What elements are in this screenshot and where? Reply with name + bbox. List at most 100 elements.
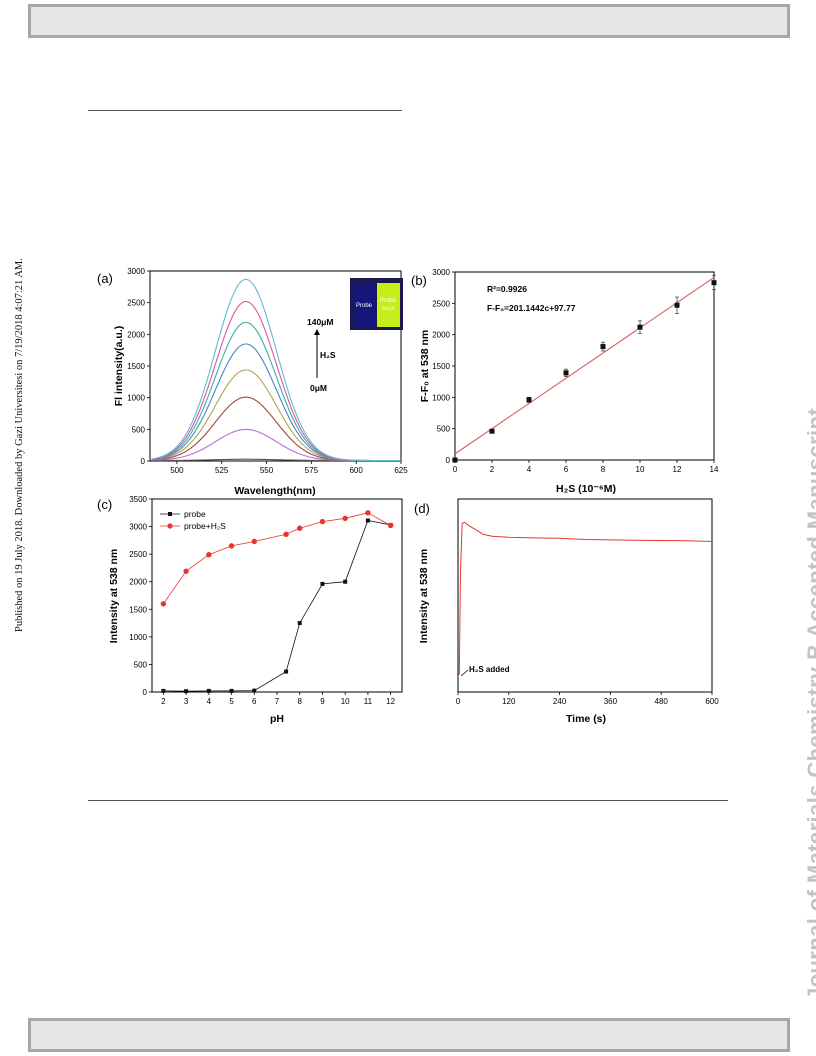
y-tick-label-c: 1000: [129, 633, 147, 642]
y-tick-label-c: 3500: [129, 495, 147, 504]
y-tick-label-b: 500: [437, 425, 451, 434]
x-tick-label-b: 8: [601, 465, 606, 474]
y-tick-label-b: 3000: [432, 268, 450, 277]
data-point: [489, 428, 495, 434]
y-tick-label-c: 2000: [129, 578, 147, 587]
footer-bar: [28, 1018, 790, 1052]
data-point: [600, 344, 606, 350]
annot-d-label: H₂S added: [469, 665, 510, 674]
annot-a-mid: H₂S: [320, 350, 336, 360]
y-tick-label-c: 3000: [129, 523, 147, 532]
x-tick-label-d: 0: [456, 697, 461, 706]
plot-frame-d: [457, 498, 713, 693]
header-bar: [28, 4, 790, 38]
data-point: [674, 302, 680, 308]
fit-line: [454, 276, 715, 455]
data-point-probe-h2s: [228, 543, 235, 549]
ylabel-d: Intensity at 538 nm: [418, 549, 430, 644]
panel-label-b: (b): [411, 273, 427, 288]
x-tick-label-a: 550: [260, 466, 274, 475]
caption-rule: [88, 800, 728, 801]
annot-a-arrow-head: [314, 329, 320, 335]
inset-label-h2s: +H₂S: [382, 306, 395, 312]
y-tick-label-b: 1000: [432, 393, 450, 402]
y-tick-label-a: 1500: [127, 362, 145, 371]
y-tick-label-a: 0: [141, 457, 146, 466]
y-tick-label-a: 2500: [127, 299, 145, 308]
data-point-probe-h2s: [297, 525, 303, 531]
y-tick-label-a: 1000: [127, 394, 145, 403]
annot-b-equation: F-F₀=201.1442c+97.77: [487, 303, 576, 313]
legend-marker-probe-h2s: [167, 523, 173, 529]
ylabel-b: F-F₀ at 538 nm: [419, 330, 431, 402]
data-point-probe: [343, 579, 348, 584]
x-tick-label-b: 6: [564, 465, 569, 474]
data-point-probe: [206, 688, 211, 693]
data-point-probe: [252, 688, 257, 693]
data-point-probe: [320, 581, 325, 586]
series-line-probe: [163, 520, 391, 692]
data-point: [711, 280, 717, 286]
data-point: [526, 397, 532, 403]
data-point: [563, 370, 569, 376]
x-tick-label-c: 3: [184, 697, 189, 706]
data-point-probe-h2s: [283, 531, 289, 537]
x-tick-label-c: 7: [275, 697, 280, 706]
data-point-probe-h2s: [365, 510, 371, 516]
x-tick-label-c: 6: [252, 697, 257, 706]
x-tick-label-a: 525: [215, 466, 229, 475]
y-tick-label-b: 2000: [432, 331, 450, 340]
inset-vial-probe: [353, 283, 375, 327]
inset-photo: Probe Probe +H₂S: [350, 278, 403, 330]
xlabel-b: H₂S (10⁻⁶M): [556, 483, 616, 495]
y-tick-label-a: 2000: [127, 330, 145, 339]
inset-label-probe: Probe: [356, 303, 373, 309]
data-point-probe-h2s: [183, 568, 189, 574]
x-tick-label-b: 2: [490, 465, 495, 474]
x-tick-label-c: 4: [207, 697, 212, 706]
panel-label-a: (a): [97, 271, 113, 286]
data-point-probe-h2s: [387, 522, 394, 529]
spectrum-line-7: [151, 278, 401, 462]
xlabel-d: Time (s): [566, 713, 606, 725]
x-tick-label-c: 11: [364, 697, 373, 706]
x-tick-label-b: 4: [527, 465, 532, 474]
x-tick-label-a: 575: [305, 466, 319, 475]
data-point-probe: [184, 689, 189, 694]
x-tick-label-a: 500: [170, 466, 184, 475]
x-tick-label-b: 10: [636, 465, 645, 474]
x-tick-label-c: 8: [298, 697, 303, 706]
y-tick-label-a: 500: [132, 425, 146, 434]
x-tick-label-c: 10: [341, 697, 350, 706]
inset-vial-probe-h2s: [377, 283, 400, 327]
panel-label-c: (c): [97, 497, 112, 512]
data-point-probe-h2s: [206, 551, 212, 558]
annot-a-bottom: 0μM: [310, 383, 327, 393]
data-point-probe-h2s: [319, 518, 326, 525]
data-point-probe: [229, 688, 234, 693]
x-tick-label-d: 240: [553, 697, 567, 706]
spectrum-line-3: [151, 369, 401, 462]
data-point-probe-h2s: [160, 601, 167, 607]
legend-c: probe probe+H₂S: [160, 509, 226, 531]
y-tick-label-b: 0: [446, 456, 451, 465]
data-point-probe: [284, 669, 289, 674]
data-point-probe: [297, 621, 302, 626]
xlabel-c: pH: [270, 713, 284, 725]
y-tick-label-a: 3000: [127, 267, 145, 276]
y-tick-label-c: 2500: [129, 550, 147, 559]
y-tick-label-c: 500: [134, 660, 148, 669]
x-tick-label-d: 600: [705, 697, 719, 706]
legend-marker-probe: [168, 512, 172, 516]
annot-a-top: 140μM: [307, 317, 333, 327]
panel-label-d: (d): [414, 501, 430, 516]
spectrum-line-4: [151, 343, 401, 462]
chart-marks: 500 525 550 575 600 6250500100015002000250030…: [127, 267, 719, 706]
x-tick-label-a: 600: [349, 466, 363, 475]
y-tick-label-b: 1500: [432, 362, 450, 371]
data-point: [637, 324, 643, 330]
header-rule: [88, 110, 402, 111]
data-point-probe: [161, 688, 166, 693]
ylabel-a: Fl intensity(a.u.): [113, 326, 125, 407]
